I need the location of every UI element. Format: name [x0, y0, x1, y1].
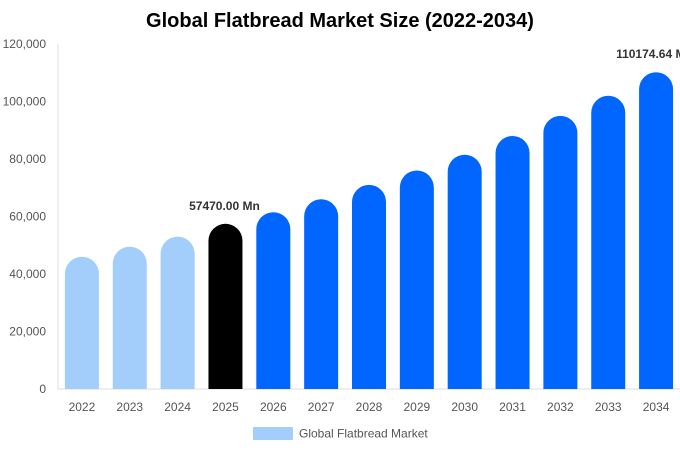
data-label-2034: 110174.64 Mn	[616, 47, 680, 61]
y-tick-label: 80,000	[9, 152, 46, 166]
bar-2026[interactable]	[256, 212, 291, 389]
bar-2030[interactable]	[447, 154, 482, 389]
x-tick-label: 2022	[69, 400, 96, 414]
bar-2034[interactable]	[639, 72, 674, 389]
bar-2033[interactable]	[591, 95, 626, 389]
y-tick-label: 120,000	[3, 37, 47, 51]
bar-2029[interactable]	[399, 170, 434, 389]
x-tick-label: 2030	[451, 400, 478, 414]
y-tick-label: 0	[39, 382, 46, 396]
y-tick-label: 100,000	[3, 95, 47, 109]
legend[interactable]: Global Flatbread Market	[253, 427, 428, 441]
x-tick-label: 2032	[547, 400, 574, 414]
y-tick-label: 20,000	[9, 325, 46, 339]
bars	[64, 72, 674, 389]
x-tick-label: 2031	[499, 400, 526, 414]
x-tick-label: 2023	[116, 400, 143, 414]
bar-2022[interactable]	[64, 256, 99, 389]
legend-swatch	[253, 427, 293, 440]
x-tick-label: 2025	[212, 400, 239, 414]
bar-2023[interactable]	[112, 246, 147, 389]
bar-2032[interactable]	[543, 115, 578, 389]
x-tick-label: 2028	[356, 400, 383, 414]
data-labels: 57470.00 Mn 110174.64 Mn	[189, 47, 680, 213]
bar-2031[interactable]	[495, 136, 530, 389]
x-tick-label: 2034	[643, 400, 670, 414]
chart-title: Global Flatbread Market Size (2022-2034)	[146, 10, 534, 32]
legend-label: Global Flatbread Market	[299, 427, 428, 441]
data-label-2025: 57470.00 Mn	[189, 199, 260, 213]
bar-2027[interactable]	[304, 199, 339, 389]
axes: 0 20,000 40,000 60,000 80,000 100,000 120,000 2…	[3, 37, 680, 414]
x-tick-label: 2024	[164, 400, 191, 414]
y-tick-label: 60,000	[9, 210, 46, 224]
y-tick-label: 40,000	[9, 267, 46, 281]
x-tick-label: 2027	[308, 400, 335, 414]
x-tick-label: 2029	[403, 400, 430, 414]
bar-2025[interactable]	[208, 223, 243, 389]
bar-2028[interactable]	[352, 184, 386, 389]
x-tick-label: 2033	[595, 400, 622, 414]
bar-2024[interactable]	[160, 236, 195, 389]
x-tick-label: 2026	[260, 400, 287, 414]
